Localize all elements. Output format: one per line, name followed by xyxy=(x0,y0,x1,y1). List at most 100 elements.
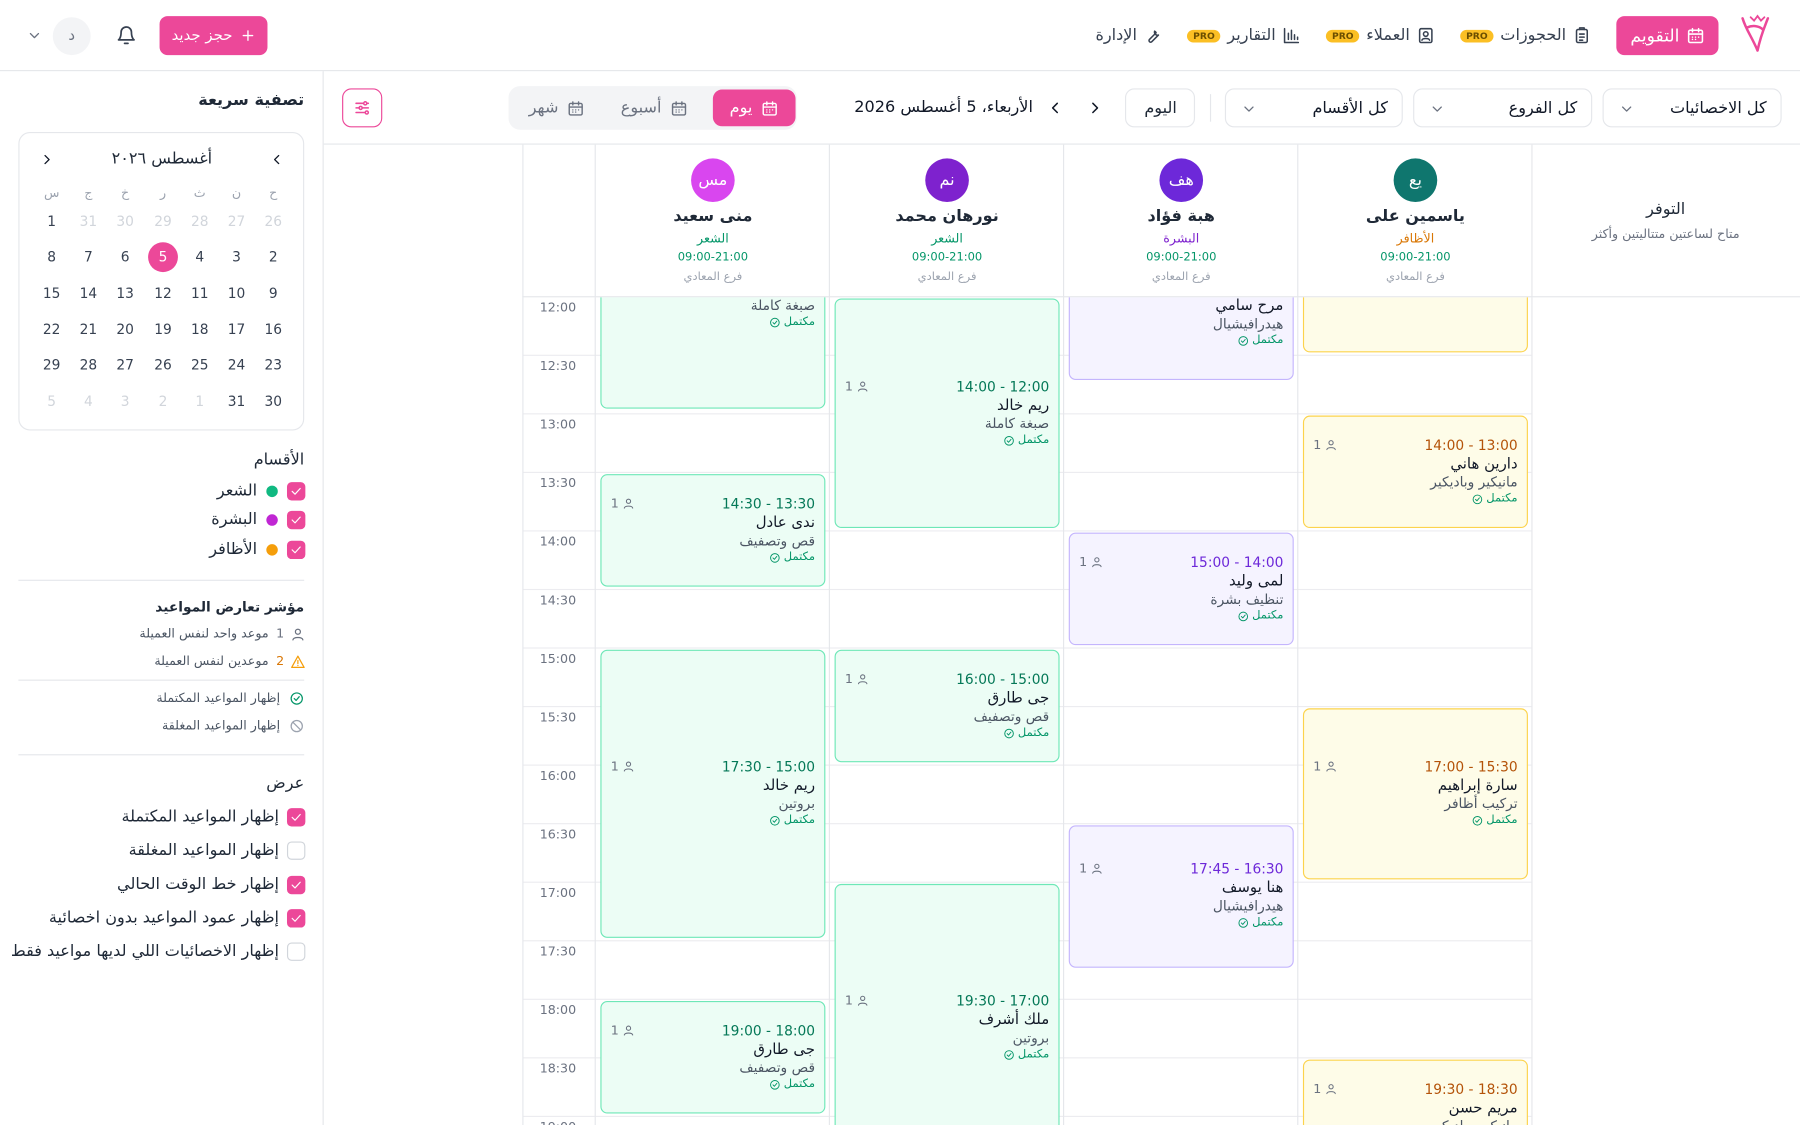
calendar-day[interactable]: 21 xyxy=(79,321,98,338)
calendar-day[interactable]: 23 xyxy=(264,356,282,373)
calendar-day[interactable]: 3 xyxy=(120,393,130,410)
calendar-day[interactable]: 1 xyxy=(195,393,205,410)
filter-select[interactable]: كل الأقسام xyxy=(1224,88,1403,128)
appointment-card[interactable]: 14:00 - 12:00 1 ريم خالد صبغة كاملة مكتمل xyxy=(834,298,1060,529)
calendar-next[interactable] xyxy=(39,152,55,168)
status-icon xyxy=(769,552,780,563)
calendar-day[interactable]: 12 xyxy=(154,285,172,302)
calendar-day[interactable]: 14 xyxy=(79,285,98,302)
calendar-day[interactable]: 7 xyxy=(84,248,93,265)
hour-line xyxy=(523,881,1532,883)
icon-part xyxy=(290,655,305,668)
calendar-day[interactable]: 27 xyxy=(227,213,246,230)
calendar-day[interactable]: 5 xyxy=(158,248,168,265)
appointment-card[interactable]: 16:00 - 15:00 1 جى طارق قص وتصفيف مكتمل xyxy=(834,649,1060,763)
calendar-day[interactable]: 30 xyxy=(264,393,282,410)
view-option[interactable]: يوم xyxy=(712,89,796,127)
calendar-day[interactable]: 25 xyxy=(190,356,209,373)
calendar-day[interactable]: 30 xyxy=(116,213,134,230)
column-border xyxy=(594,144,596,298)
calendar-day[interactable]: 2 xyxy=(268,248,278,265)
calendar-day[interactable]: 20 xyxy=(116,321,134,338)
filter-toggle[interactable] xyxy=(342,88,383,128)
calendar-day[interactable]: 19 xyxy=(154,321,172,338)
appointment-card[interactable] xyxy=(1302,297,1528,353)
calendar-day[interactable]: 31 xyxy=(227,393,246,410)
calendar-day[interactable]: 26 xyxy=(264,213,282,230)
appointment-time: 14:00 - 12:00 xyxy=(956,378,1050,395)
service-name: قص وتصفيف xyxy=(973,707,1050,724)
calendar-day[interactable]: 11 xyxy=(190,285,209,302)
calendar-day[interactable]: 26 xyxy=(154,356,172,373)
appointment-card[interactable]: 17:45 - 16:30 1 هنا يوسف هيدرافيشيال مكتمل xyxy=(1068,825,1294,968)
card-header: 17:45 - 16:30 1 xyxy=(1079,861,1283,879)
checkbox[interactable] xyxy=(286,841,306,860)
calendar-day[interactable]: 1 xyxy=(47,213,57,230)
calendar-day[interactable]: 6 xyxy=(120,248,130,265)
chevron-down xyxy=(1429,101,1445,117)
status-icon xyxy=(1003,727,1014,738)
today-button[interactable]: اليوم xyxy=(1124,88,1196,128)
checkbox[interactable] xyxy=(286,540,306,560)
appointment-card[interactable]: 15:00 - 14:00 1 لمى وليد تنظيف بشرة مكتمل xyxy=(1068,532,1294,646)
prev-day[interactable] xyxy=(1046,99,1064,117)
nav-item[interactable]: الإدارة xyxy=(1095,16,1162,55)
next-day[interactable] xyxy=(1086,99,1104,117)
calendar-day[interactable]: 13 xyxy=(116,285,134,302)
calendar-day[interactable]: 9 xyxy=(268,285,278,302)
calendar-day[interactable]: 28 xyxy=(190,213,209,230)
nav-item[interactable]: الحجوزات PRO xyxy=(1460,16,1591,55)
new-booking-button[interactable]: حجز جديد xyxy=(159,16,268,56)
notifications[interactable] xyxy=(116,25,137,46)
calendar-day[interactable]: 8 xyxy=(47,248,57,265)
checkbox[interactable] xyxy=(286,482,306,501)
appointment-card[interactable]: 14:00 - 13:00 1 دارين هاني مانيكير وباديكير… xyxy=(1302,415,1528,529)
calendar-day[interactable]: 2 xyxy=(158,393,168,410)
appointment-card[interactable]: 14:30 - 13:30 1 ندى عادل قص وتصفيف مكتمل xyxy=(600,474,826,587)
filter-select[interactable]: كل الاخصائيات xyxy=(1602,88,1782,128)
checkbox[interactable] xyxy=(286,510,306,530)
calendar-day[interactable]: 3 xyxy=(232,248,241,265)
appointment-card[interactable]: مرح سامي هيدرافيشيال مكتمل xyxy=(1068,297,1294,380)
checkbox[interactable] xyxy=(286,909,306,928)
calendar-day[interactable]: 27 xyxy=(116,356,134,373)
icon-part xyxy=(1328,439,1334,445)
calendar-day[interactable]: 10 xyxy=(227,285,246,302)
view-option[interactable]: أسبوع xyxy=(608,90,700,127)
calendar-day[interactable]: 5 xyxy=(47,393,57,410)
calendar-day[interactable]: 29 xyxy=(42,356,61,373)
status-icon xyxy=(1003,1049,1014,1060)
nav-item[interactable]: العملاء PRO xyxy=(1326,16,1435,55)
appointment-card[interactable]: 17:30 - 15:00 1 ريم خالد بروتين مكتمل xyxy=(600,649,826,938)
nav-item[interactable]: التقويم xyxy=(1616,16,1719,56)
calendar-day[interactable]: 31 xyxy=(79,213,98,230)
view-option[interactable]: شهر xyxy=(517,90,597,127)
nav-item[interactable]: التقارير PRO xyxy=(1187,16,1301,55)
calendar-day[interactable]: 28 xyxy=(79,356,98,373)
user-avatar[interactable]: د xyxy=(52,17,91,56)
calendar-day[interactable]: 24 xyxy=(227,356,246,373)
appointment-card[interactable]: 17:00 - 15:30 1 سارة إبراهيم تركيب أظافر مكت… xyxy=(1302,708,1528,880)
staff-initials: مس xyxy=(698,171,728,190)
calendar-day[interactable]: 22 xyxy=(42,321,61,338)
calendar-day[interactable]: 4 xyxy=(84,393,93,410)
icon-part xyxy=(362,101,368,106)
checkbox[interactable] xyxy=(286,942,306,961)
calendar-day[interactable]: 17 xyxy=(227,321,246,338)
user-menu[interactable] xyxy=(26,28,42,44)
appointment-card[interactable]: 19:00 - 18:00 1 جى طارق قص وتصفيف مكتمل xyxy=(600,1001,826,1114)
calendar-day[interactable]: 4 xyxy=(195,248,205,265)
calendar-day[interactable]: 29 xyxy=(154,213,172,230)
checkbox[interactable] xyxy=(286,875,306,895)
appointment-card[interactable]: صبغة كاملة مكتمل xyxy=(600,297,826,409)
calendar-day[interactable]: 15 xyxy=(42,285,61,302)
checkbox[interactable] xyxy=(286,808,306,827)
appointment-card[interactable]: 19:30 - 17:00 1 ملك أشرف بروتين مكتمل xyxy=(834,883,1060,1125)
filter-select[interactable]: كل الفروع xyxy=(1413,88,1593,128)
appointment-status: مكتمل xyxy=(611,315,815,331)
calendar-day[interactable]: 16 xyxy=(264,321,282,338)
calendar-prev[interactable] xyxy=(269,152,285,168)
calendar-day[interactable]: 18 xyxy=(190,321,209,338)
status-label: مكتمل xyxy=(783,1077,816,1090)
